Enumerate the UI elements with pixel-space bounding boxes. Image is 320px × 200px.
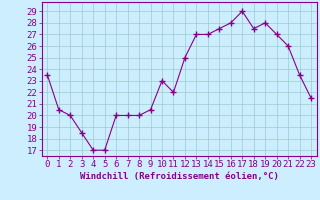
X-axis label: Windchill (Refroidissement éolien,°C): Windchill (Refroidissement éolien,°C) [80, 172, 279, 181]
